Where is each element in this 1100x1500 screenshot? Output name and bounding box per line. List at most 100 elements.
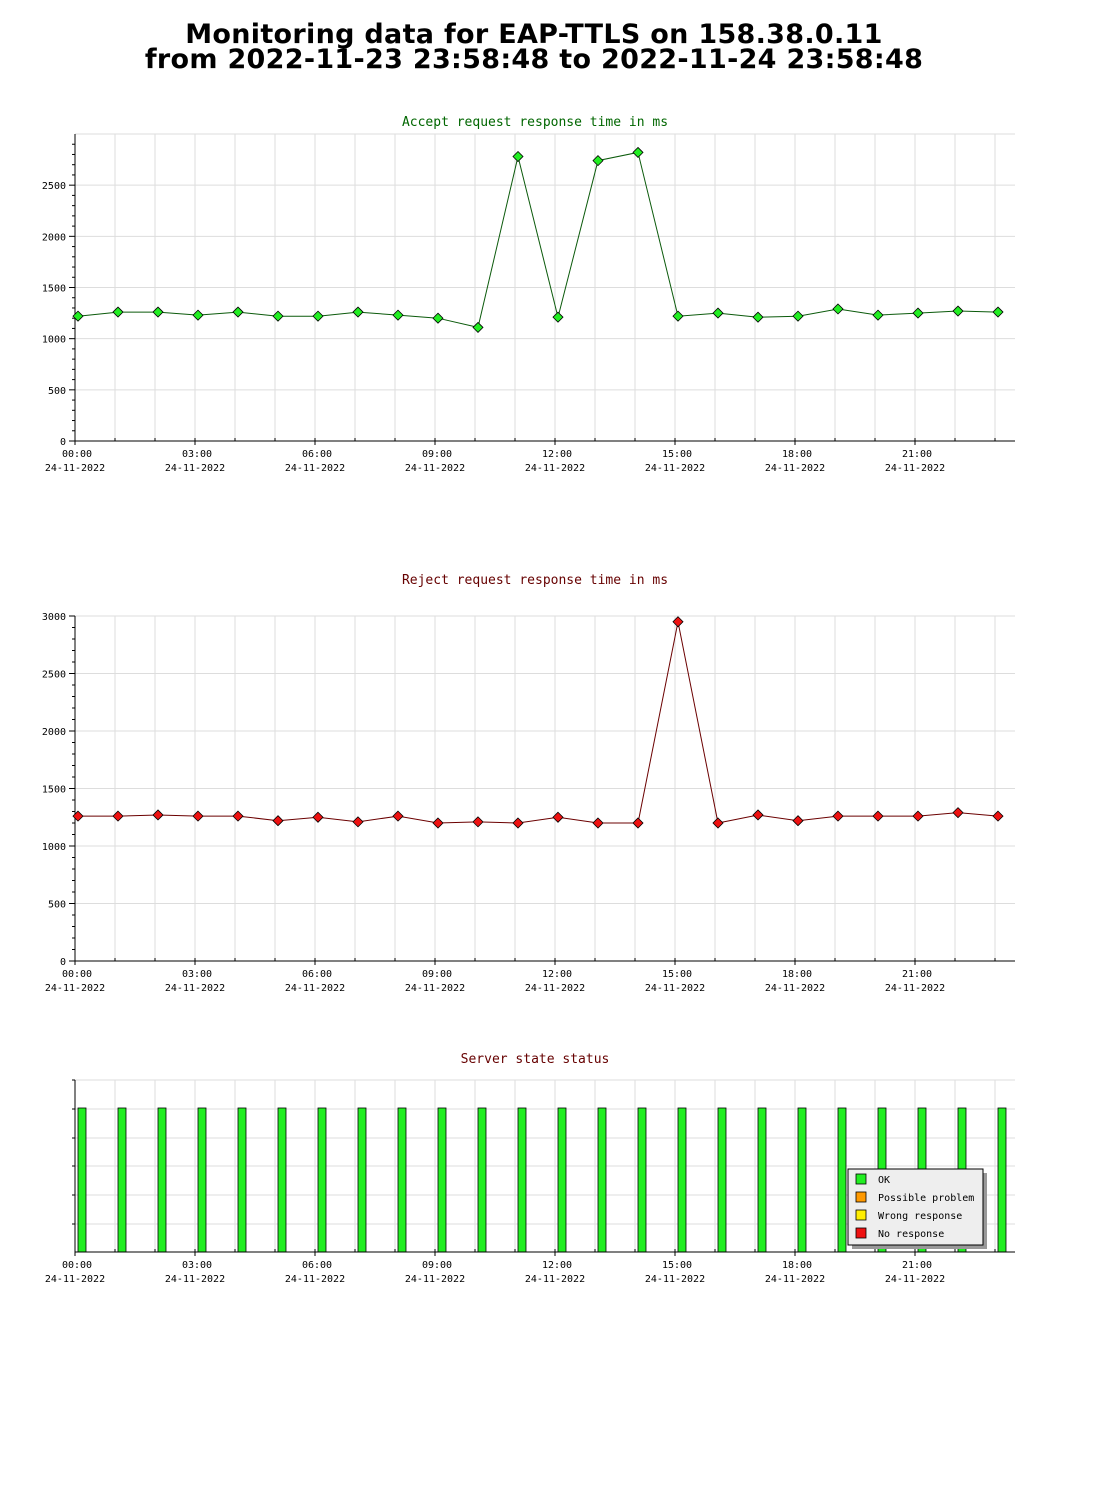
chart-title: Reject request response time in ms <box>402 573 668 588</box>
data-point <box>992 810 1004 822</box>
data-point <box>392 810 404 822</box>
x-tick-label-date: 24-11-2022 <box>885 1274 945 1285</box>
data-point <box>72 810 84 822</box>
x-tick-label-time: 12:00 <box>542 969 572 980</box>
status-chart: Server state status 00:00 24-11-2022 03:00 2… <box>45 1052 1015 1285</box>
status-bar <box>317 1107 327 1253</box>
x-tick-label-date: 24-11-2022 <box>165 983 225 994</box>
y-tick-label: 0 <box>60 437 66 448</box>
status-bar <box>837 1107 847 1253</box>
x-tick-label-time: 09:00 <box>422 1260 452 1271</box>
x-tick-label-time: 06:00 <box>302 449 332 460</box>
data-point <box>272 815 284 827</box>
status-bar <box>197 1107 207 1253</box>
x-tick-label-time: 15:00 <box>662 1260 692 1271</box>
x-tick-label-time: 18:00 <box>782 1260 812 1271</box>
x-tick-label-time: 03:00 <box>182 1260 212 1271</box>
data-point <box>232 810 244 822</box>
x-tick-label-date: 24-11-2022 <box>405 1274 465 1285</box>
accept-chart: Accept request response time in ms 0 500 10… <box>42 115 1015 474</box>
data-point <box>792 815 804 827</box>
x-tick-label-date: 24-11-2022 <box>45 463 105 474</box>
data-point <box>232 306 244 318</box>
y-tick-label: 1000 <box>42 842 66 853</box>
y-tick-label: 2000 <box>42 232 66 243</box>
y-tick-label: 1000 <box>42 335 66 346</box>
data-point <box>632 817 644 829</box>
x-tick-label-time: 03:00 <box>182 449 212 460</box>
data-point <box>952 305 964 317</box>
x-tick-label-date: 24-11-2022 <box>885 463 945 474</box>
data-point <box>312 310 324 322</box>
legend-label: Wrong response <box>878 1211 962 1222</box>
x-tick-label-time: 12:00 <box>542 1260 572 1271</box>
y-tick-label: 3000 <box>42 612 66 623</box>
data-point <box>832 810 844 822</box>
status-bar <box>357 1107 367 1253</box>
status-bar <box>157 1107 167 1253</box>
x-tick-label-time: 00:00 <box>62 449 92 460</box>
status-bar <box>757 1107 767 1253</box>
status-bar <box>77 1107 87 1253</box>
data-point <box>112 306 124 318</box>
legend-swatch <box>855 1191 867 1203</box>
x-tick-label-time: 15:00 <box>662 969 692 980</box>
x-tick-label-date: 24-11-2022 <box>45 983 105 994</box>
data-point <box>392 309 404 321</box>
x-tick-label-date: 24-11-2022 <box>525 463 585 474</box>
data-point <box>752 809 764 821</box>
y-tick-label: 2000 <box>42 727 66 738</box>
chart-title: Server state status <box>461 1052 610 1067</box>
status-bar <box>997 1107 1007 1253</box>
x-tick-label-date: 24-11-2022 <box>765 1274 825 1285</box>
data-point <box>72 310 84 322</box>
data-point <box>312 811 324 823</box>
series-line <box>78 621 999 824</box>
data-point <box>792 310 804 322</box>
status-bar <box>677 1107 687 1253</box>
data-point <box>192 309 204 321</box>
data-point <box>712 307 724 319</box>
status-bar <box>717 1107 727 1253</box>
data-point <box>752 311 764 323</box>
data-point <box>192 810 204 822</box>
status-bar <box>477 1107 487 1253</box>
x-tick-label-time: 15:00 <box>662 449 692 460</box>
x-tick-label-time: 18:00 <box>782 449 812 460</box>
data-point <box>712 817 724 829</box>
legend-label: No response <box>878 1229 944 1240</box>
data-point <box>632 146 644 158</box>
data-point <box>872 810 884 822</box>
x-tick-label-date: 24-11-2022 <box>405 463 465 474</box>
status-bar <box>637 1107 647 1253</box>
status-bar <box>397 1107 407 1253</box>
x-tick-label-date: 24-11-2022 <box>645 463 705 474</box>
y-tick-label: 500 <box>48 386 66 397</box>
y-tick-label: 1500 <box>42 284 66 295</box>
legend-swatch <box>855 1209 867 1221</box>
status-bar <box>797 1107 807 1253</box>
data-point <box>672 616 684 628</box>
data-point <box>272 310 284 322</box>
x-tick-label-date: 24-11-2022 <box>645 1274 705 1285</box>
x-tick-label-time: 18:00 <box>782 969 812 980</box>
x-tick-label-date: 24-11-2022 <box>765 983 825 994</box>
data-point <box>352 306 364 318</box>
x-tick-label-time: 00:00 <box>62 969 92 980</box>
x-tick-label-time: 12:00 <box>542 449 572 460</box>
page-title-line-2: from 2022-11-23 23:58:48 to 2022-11-24 2… <box>144 44 924 75</box>
x-tick-label-time: 09:00 <box>422 969 452 980</box>
data-point <box>472 816 484 828</box>
data-point <box>672 310 684 322</box>
data-point <box>592 155 604 167</box>
data-point <box>832 303 844 315</box>
x-tick-label-time: 06:00 <box>302 969 332 980</box>
x-tick-label-date: 24-11-2022 <box>405 983 465 994</box>
y-tick-label: 2500 <box>42 670 66 681</box>
data-point <box>512 817 524 829</box>
x-tick-label-date: 24-11-2022 <box>285 983 345 994</box>
series-line <box>77 151 999 328</box>
x-tick-label-time: 21:00 <box>902 969 932 980</box>
data-point <box>152 306 164 318</box>
x-tick-label-date: 24-11-2022 <box>165 1274 225 1285</box>
